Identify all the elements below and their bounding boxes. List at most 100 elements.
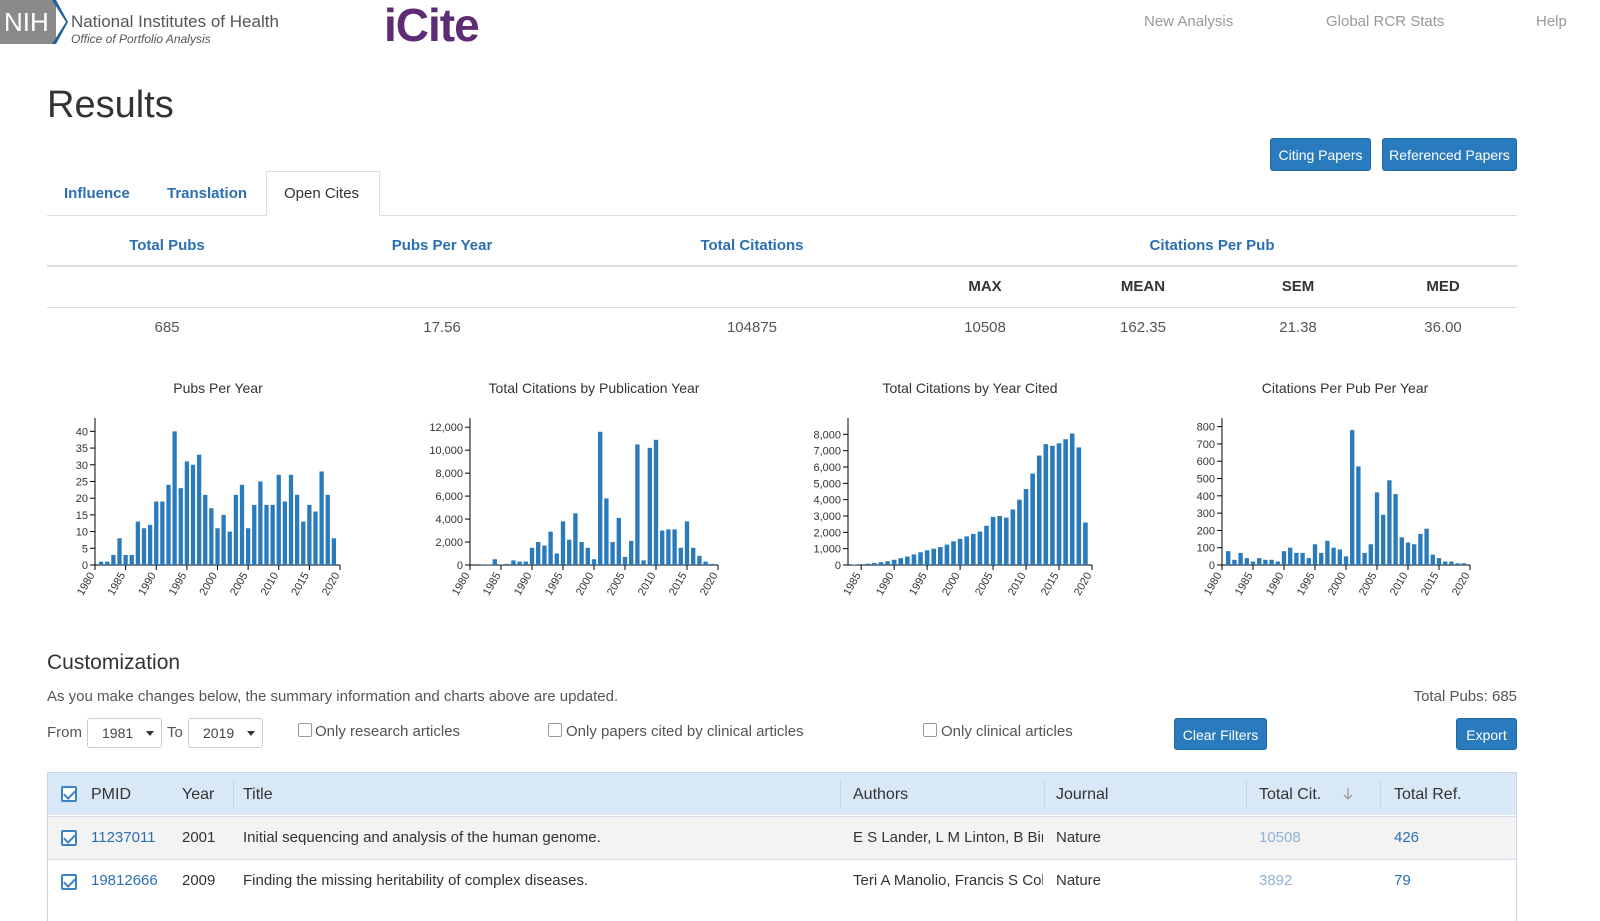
bar	[684, 521, 690, 565]
nav-link[interactable]: Global RCR Stats	[1326, 13, 1445, 30]
y-tick-label: 7,000	[813, 446, 841, 458]
checkbox[interactable]	[548, 723, 562, 737]
y-tick-label: 300	[1197, 508, 1215, 520]
summary-header: Citations Per Pub	[1149, 237, 1275, 254]
sort-icon[interactable]	[1342, 787, 1354, 801]
y-tick-label: 500	[1197, 474, 1215, 486]
bar	[172, 431, 177, 565]
checkbox[interactable]	[61, 830, 77, 846]
bar	[931, 548, 937, 565]
table-row	[48, 816, 1516, 860]
bar	[252, 504, 257, 565]
table-cell[interactable]: 10508	[1259, 829, 1301, 846]
bar	[203, 494, 208, 565]
tab[interactable]: Influence	[64, 185, 130, 202]
app-logo[interactable]: iCite	[384, 0, 480, 51]
referenced-button[interactable]: Referenced Papers	[1382, 138, 1517, 171]
column-header[interactable]: Title	[243, 786, 273, 803]
column-header[interactable]: Journal	[1056, 786, 1109, 803]
active-tab[interactable]	[266, 171, 380, 216]
bar	[486, 564, 491, 565]
x-tick-label: 1990	[136, 571, 159, 598]
y-tick-label: 0	[835, 560, 841, 572]
nav-link[interactable]: Help	[1536, 13, 1567, 30]
section-note: As you make changes below, the summary i…	[47, 688, 619, 705]
nav-link[interactable]: New Analysis	[1144, 13, 1234, 30]
checkbox[interactable]	[298, 723, 312, 737]
bar	[517, 561, 522, 565]
bar	[1043, 444, 1049, 565]
x-tick-label: 2015	[667, 571, 690, 598]
citing-button[interactable]: Citing Papers	[1270, 138, 1371, 171]
y-tick-label: 100	[1197, 543, 1215, 555]
summary-value: 10508	[964, 319, 1006, 336]
bar	[964, 536, 970, 565]
x-tick-label: 1995	[167, 571, 190, 598]
bar	[1412, 544, 1417, 565]
y-tick-label: 4,000	[435, 514, 463, 526]
column-separator	[1044, 780, 1045, 808]
bar	[905, 556, 910, 565]
summary-line	[47, 265, 1517, 267]
bar	[1430, 554, 1435, 565]
bar	[1356, 466, 1361, 565]
summary-subheader: MEAN	[1120, 278, 1166, 295]
x-tick-label: 1985	[481, 571, 504, 598]
bar	[1238, 552, 1243, 565]
bar	[678, 547, 683, 565]
bar	[567, 539, 572, 565]
checkbox[interactable]	[923, 723, 937, 737]
bar	[924, 550, 930, 565]
column-header[interactable]: Total Cit.	[1259, 786, 1322, 803]
bar	[1461, 563, 1466, 565]
x-tick-label: 1990	[512, 571, 535, 598]
table-cell: E S Lander, L M Linton, B Birr	[853, 829, 1043, 846]
bar	[585, 547, 590, 565]
table-cell: Finding the missing heritability of comp…	[243, 872, 589, 889]
x-tick-label: 1985	[1233, 571, 1256, 598]
checkbox[interactable]	[61, 786, 77, 802]
bar	[1368, 544, 1373, 565]
bar	[1393, 494, 1398, 565]
export-button[interactable]: Export	[1456, 718, 1517, 750]
bar	[984, 525, 989, 565]
table-cell[interactable]: 426	[1394, 829, 1420, 846]
bar	[1250, 561, 1256, 565]
tab[interactable]: Open Cites	[284, 185, 360, 202]
checkbox[interactable]	[61, 874, 77, 890]
bar	[990, 516, 996, 565]
bar	[239, 484, 245, 565]
bar	[709, 563, 714, 565]
table-cell[interactable]: 79	[1394, 872, 1411, 889]
x-tick-label: 2005	[973, 571, 996, 598]
x-tick-label: 1980	[1202, 571, 1225, 598]
x-tick-label: 2020	[320, 571, 343, 598]
x-tick-label: 2015	[1039, 571, 1062, 598]
table-cell[interactable]: 3892	[1259, 872, 1293, 889]
bar	[536, 542, 541, 565]
y-tick-label: 5,000	[813, 478, 841, 490]
tab[interactable]: Translation	[167, 185, 248, 202]
to-select[interactable]: 2019	[188, 718, 263, 748]
pmid-link[interactable]: 11237011	[91, 829, 156, 846]
y-tick-label: 4,000	[813, 495, 841, 507]
x-tick-label: 2015	[1419, 571, 1442, 598]
column-header[interactable]: Authors	[853, 786, 909, 803]
bar	[1312, 544, 1318, 565]
org-name[interactable]: National Institutes of Health	[71, 12, 279, 31]
y-tick-label: 800	[1197, 422, 1215, 434]
from-select[interactable]: 1981	[87, 718, 162, 748]
x-tick-label: 2020	[698, 571, 721, 598]
pmid-link[interactable]: 19812666	[91, 872, 158, 889]
column-header[interactable]: PMID	[91, 786, 131, 803]
summary-subheader: MAX	[968, 278, 1002, 295]
clear-button[interactable]: Clear Filters	[1174, 718, 1267, 750]
bar	[1257, 558, 1262, 565]
bar	[1343, 556, 1349, 565]
column-header[interactable]: Total Ref.	[1394, 786, 1462, 803]
column-header[interactable]: Year	[182, 786, 215, 803]
y-tick-label: 600	[1197, 456, 1215, 468]
x-tick-label: 2005	[605, 571, 628, 598]
bar	[591, 559, 597, 565]
bar	[141, 528, 147, 565]
